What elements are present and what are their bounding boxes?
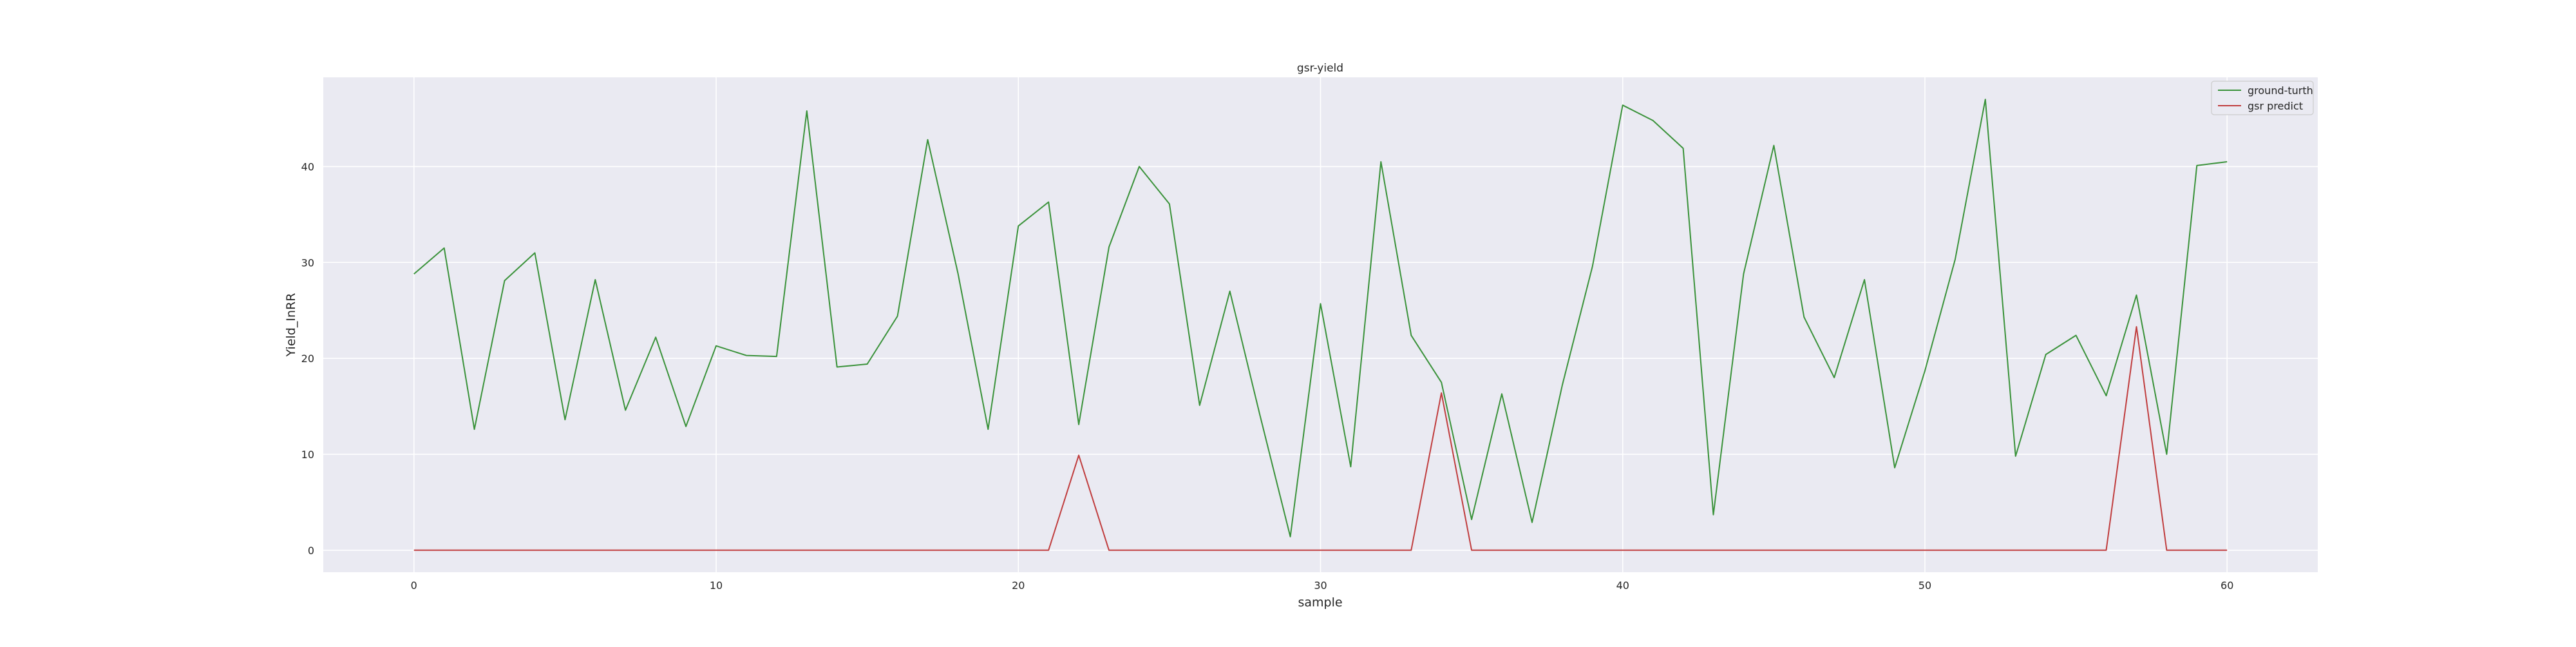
x-tick-label: 10 [710,579,723,592]
series-lines [413,99,2228,551]
legend-label-ground-truth: ground-turth [2248,84,2313,97]
y-tick-label: 0 [308,545,314,557]
x-tick-label: 20 [1012,579,1025,592]
series-line-ground-turth [413,99,2228,537]
x-axis-label: sample [1298,595,1342,610]
legend-item-gsr-predict: gsr predict [2218,100,2303,112]
legend-item-ground-truth: ground-turth [2218,84,2313,97]
x-tick-label: 40 [1616,579,1629,592]
series-line-gsr-predict [413,326,2228,551]
x-tick-label: 50 [1918,579,1931,592]
tick-labels: 0 10 20 30 40 50 60 0 10 20 30 40 [301,160,2234,592]
legend-label-gsr-predict: gsr predict [2248,100,2303,112]
x-tick-label: 0 [411,579,417,592]
y-axis-label: Yield_InRR [284,293,298,358]
y-tick-label: 40 [301,160,314,173]
x-tick-label: 30 [1314,579,1327,592]
y-tick-label: 20 [301,352,314,365]
x-tick-label: 60 [2221,579,2233,592]
legend: ground-turth gsr predict [2211,81,2314,115]
y-tick-label: 30 [301,256,314,269]
chart-title: gsr-yield [1297,62,1343,75]
y-tick-label: 10 [301,449,314,461]
